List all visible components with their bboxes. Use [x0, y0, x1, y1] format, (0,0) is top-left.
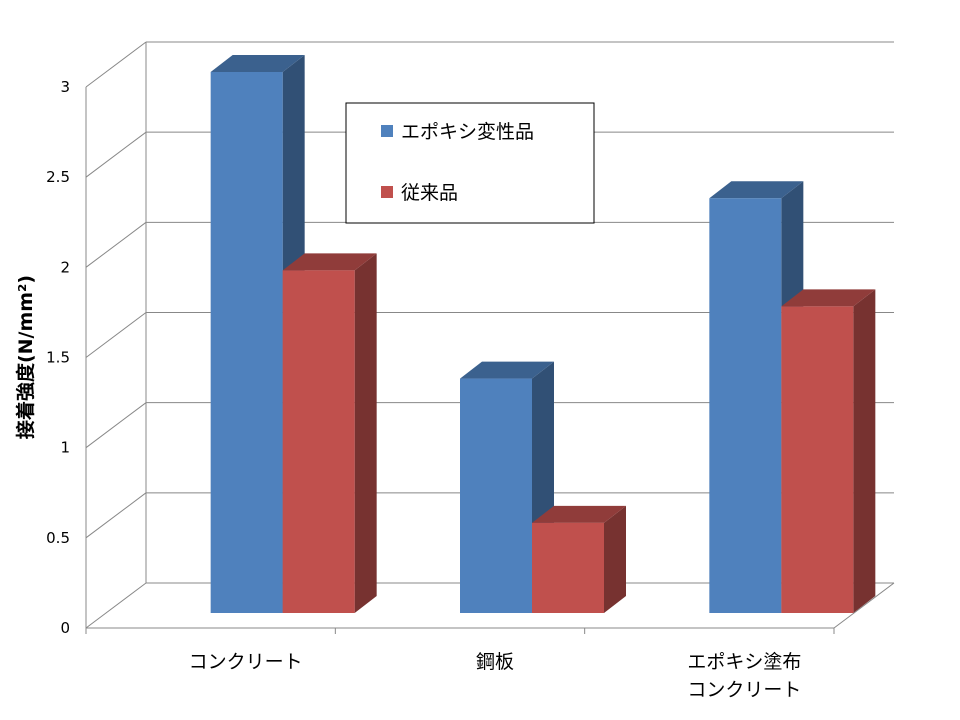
y-tick-label: 3 [60, 78, 70, 96]
axes [85, 87, 835, 634]
gridline [85, 582, 147, 629]
floor-right-edge [833, 582, 895, 629]
y-tick-label: 2 [60, 258, 70, 276]
bar [781, 289, 876, 613]
legend-label-1: 従来品 [401, 182, 458, 204]
legend-swatch-0 [381, 125, 393, 137]
y-tick-label: 0.5 [46, 529, 70, 547]
bar [460, 361, 554, 613]
bar [532, 505, 626, 613]
y-tick-labels: 0 0.5 1 1.5 2 2.5 3 [46, 78, 70, 637]
category-label: コンクリート [189, 651, 303, 673]
legend-label-0: エポキシ変性品 [401, 121, 534, 143]
legend: エポキシ変性品 従来品 [345, 102, 595, 224]
y-tick-label: 1.5 [46, 349, 70, 367]
y-tick-label: 2.5 [46, 168, 70, 186]
legend-swatch-1 [381, 186, 393, 198]
category-label: 鋼板 [476, 651, 514, 673]
category-label: エポキシ塗布コンクリート [687, 650, 801, 701]
bars [210, 55, 876, 613]
y-axis-label: 接着強度(N/mm²) [14, 275, 37, 439]
gridline [85, 41, 894, 88]
bar [282, 253, 377, 613]
y-tick-label: 0 [60, 619, 70, 637]
y-tick-label: 1 [60, 439, 70, 457]
legend-box [345, 102, 595, 224]
category-labels: コンクリート 鋼板 エポキシ塗布コンクリート [189, 650, 802, 701]
